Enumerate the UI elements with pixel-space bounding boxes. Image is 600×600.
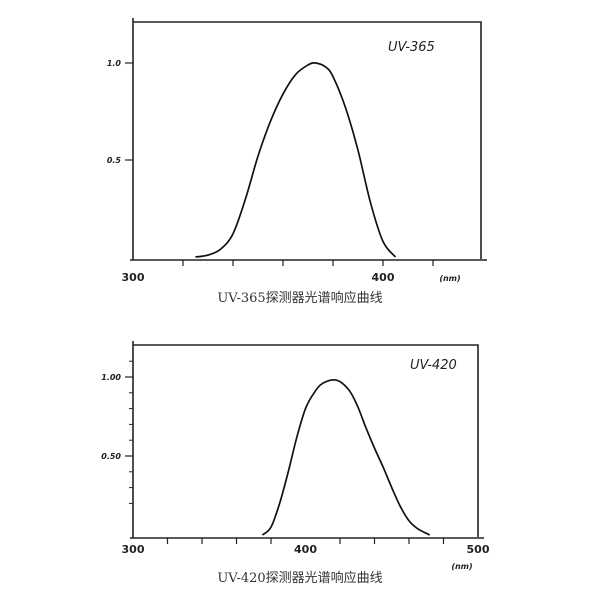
chart-title: UV-365: [388, 40, 435, 55]
plot-frame: [133, 21, 482, 259]
x-tick-label: 300: [122, 543, 145, 556]
x-tick-label: 400: [372, 271, 395, 284]
y-tick-label: 1.0: [107, 59, 122, 68]
x-axis-unit: (nm): [451, 562, 472, 571]
x-tick-label: 300: [122, 271, 145, 284]
x-tick-label: 400: [294, 543, 317, 556]
x-axis-unit: (nm): [439, 274, 460, 283]
chart-2: 0.50 1.00 300 400 500 (nm) UV-420 UV-420探测器光谱响应…: [101, 341, 490, 586]
chart-caption: UV-365探测器光谱响应曲线: [217, 290, 382, 306]
chart-1: 0.5 1.0 300 400 (nm) UV-365 UV-365探测器光谱响应曲线: [107, 18, 487, 306]
x-tick-label: 500: [467, 543, 490, 556]
response-curve: [261, 379, 431, 536]
response-curve: [195, 62, 397, 258]
y-tick-label: 0.5: [107, 156, 122, 165]
chart-title: UV-420: [410, 358, 457, 373]
chart-caption: UV-420探测器光谱响应曲线: [217, 570, 382, 586]
plot-frame: [133, 344, 479, 537]
y-tick-label: 0.50: [101, 452, 121, 461]
y-tick-label: 1.00: [101, 373, 121, 382]
